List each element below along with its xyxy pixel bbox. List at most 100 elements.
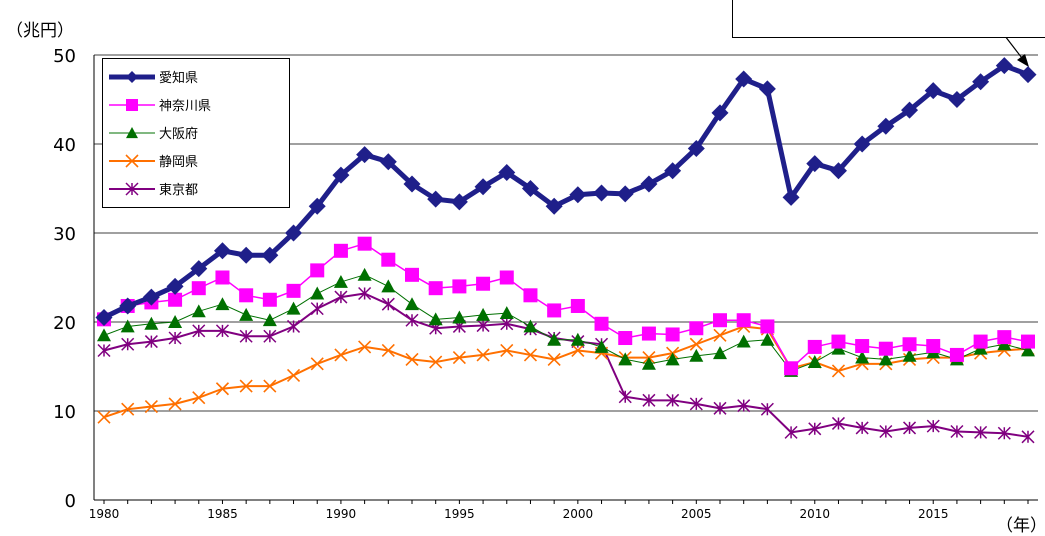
data-point	[735, 70, 753, 88]
data-point	[640, 175, 658, 193]
data-point	[215, 270, 230, 285]
x-tick-label: 2015	[918, 507, 949, 521]
data-point	[926, 339, 941, 354]
data-point	[215, 297, 230, 311]
legend-swatch	[109, 99, 155, 111]
legend-item: 東京都	[107, 177, 285, 201]
data-point	[689, 337, 703, 351]
data-point	[758, 80, 776, 98]
data-point	[547, 303, 562, 318]
x-tick-label: 2000	[563, 507, 594, 521]
data-point	[191, 304, 206, 318]
x-axis-unit-label: （年）	[996, 516, 1045, 536]
data-point	[665, 327, 680, 342]
legend-swatch	[109, 154, 155, 168]
data-point	[119, 297, 137, 315]
legend-marker	[126, 71, 138, 83]
y-tick-label: 10	[53, 402, 76, 423]
data-point	[924, 82, 942, 100]
data-point	[1021, 334, 1035, 349]
data-point	[429, 355, 443, 369]
legend-swatch	[109, 182, 155, 196]
legend-swatch	[109, 127, 155, 139]
data-point	[737, 399, 751, 413]
data-point	[616, 185, 634, 203]
data-point	[570, 332, 585, 346]
series-line	[103, 325, 1029, 419]
data-point	[689, 348, 704, 362]
data-point	[403, 175, 421, 193]
data-point	[995, 57, 1013, 75]
data-point	[713, 401, 727, 415]
data-point	[829, 162, 847, 180]
data-point	[521, 180, 539, 197]
data-point	[287, 319, 301, 333]
data-point	[689, 321, 704, 336]
data-point	[166, 277, 184, 295]
data-point	[286, 283, 301, 298]
data-point	[713, 346, 727, 360]
y-tick-label: 40	[53, 135, 76, 156]
data-point	[381, 297, 395, 311]
data-point	[687, 139, 705, 157]
data-point	[806, 155, 824, 173]
data-point	[310, 286, 325, 300]
data-point	[782, 188, 800, 206]
data-point	[405, 297, 419, 311]
legend-marker	[126, 127, 138, 139]
data-point	[239, 329, 253, 343]
series-4	[97, 286, 1035, 444]
data-point	[569, 186, 587, 204]
series-line	[102, 63, 1029, 320]
data-point	[379, 153, 397, 171]
data-point	[948, 91, 966, 108]
data-point	[286, 368, 301, 382]
data-point	[571, 343, 585, 358]
data-point	[213, 242, 231, 260]
data-point	[902, 337, 917, 352]
legend-marker	[125, 182, 139, 196]
callout-box	[732, 0, 1045, 38]
data-point	[853, 135, 871, 153]
data-point	[689, 397, 703, 411]
data-point	[664, 162, 682, 180]
data-point	[168, 331, 182, 345]
data-point	[1021, 430, 1035, 444]
legend-marker	[125, 154, 139, 168]
y-tick-label: 30	[53, 224, 76, 245]
x-tick-label: 2010	[799, 507, 830, 521]
data-point	[902, 348, 917, 362]
data-point	[760, 319, 775, 334]
data-point	[949, 347, 964, 362]
data-point	[239, 288, 254, 303]
data-point	[308, 197, 326, 215]
data-point	[855, 350, 870, 364]
legend-swatch	[109, 71, 155, 83]
data-point	[358, 340, 372, 354]
data-point	[381, 343, 395, 358]
data-point	[901, 101, 919, 119]
x-tick-label: 1995	[444, 507, 475, 521]
data-point	[878, 341, 893, 356]
data-point	[807, 355, 822, 368]
data-point	[808, 422, 822, 436]
data-point	[997, 426, 1011, 440]
series-0	[95, 57, 1037, 327]
legend-item: 神奈川県	[107, 93, 285, 117]
data-point	[381, 252, 396, 267]
legend-label: 静岡県	[159, 155, 199, 170]
data-point	[476, 319, 490, 333]
data-point	[263, 329, 277, 343]
data-point	[168, 292, 183, 307]
data-point	[618, 390, 632, 404]
data-point	[855, 421, 869, 435]
data-point	[192, 391, 206, 405]
legend-item: 大阪府	[107, 121, 285, 145]
data-point	[120, 319, 135, 333]
data-point	[215, 382, 230, 396]
data-point	[405, 267, 419, 282]
legend-label: 大阪府	[159, 127, 199, 142]
data-point	[665, 352, 680, 366]
data-point	[784, 425, 798, 439]
data-point	[239, 379, 253, 393]
